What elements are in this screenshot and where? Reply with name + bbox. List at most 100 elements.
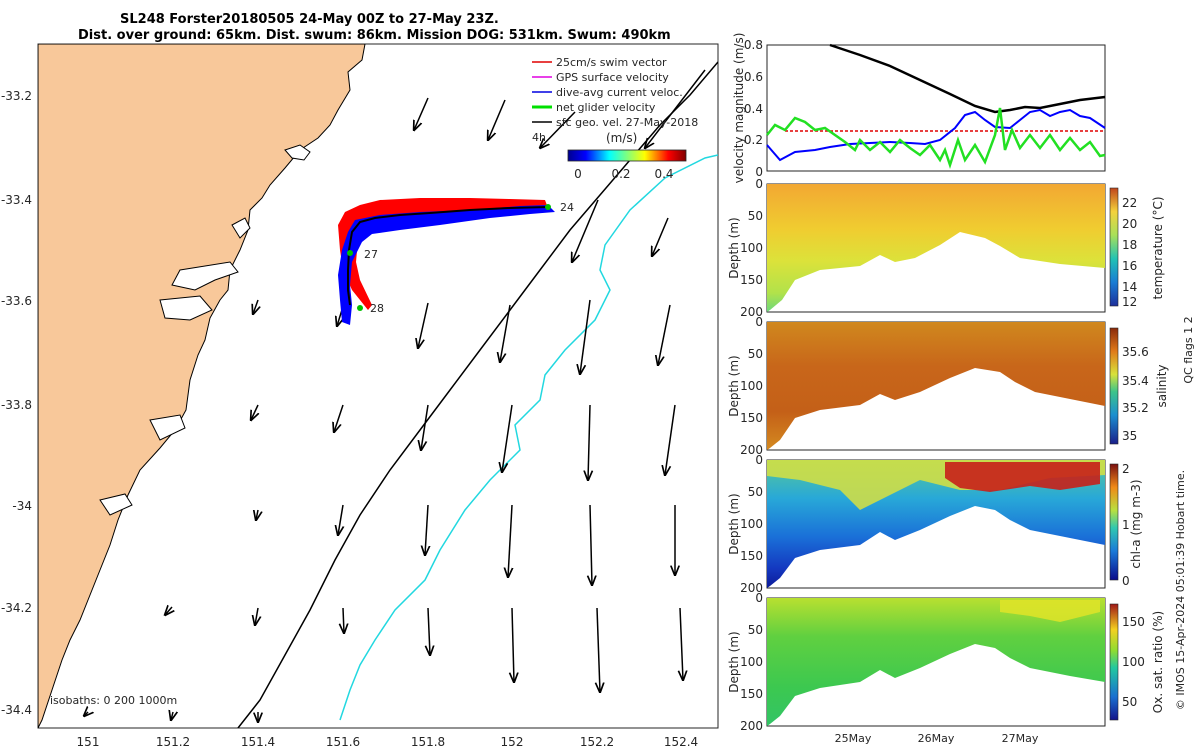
- title-line1: SL248 Forster20180505 24-May 00Z to 27-M…: [120, 12, 499, 27]
- sal-ylabel: Depth (m): [727, 355, 741, 416]
- temperature-panel: 0 50 100 150 200 Depth (m) 22 20 18 16 1…: [727, 177, 1165, 319]
- temp-ytick: 100: [740, 241, 763, 255]
- colorbar-tick-2: 0.4: [654, 167, 673, 181]
- day-marker-24: [545, 204, 551, 210]
- temp-cbar-tick: 14: [1122, 280, 1137, 294]
- time-tick: 27May: [1002, 732, 1039, 745]
- ox-surface-high: [1000, 600, 1100, 622]
- lon-tick: 151.8: [411, 735, 445, 749]
- lon-tick: 151.4: [241, 735, 275, 749]
- chla-cbar-label: chl-a (mg m-3): [1129, 479, 1143, 568]
- sal-ytick: 50: [748, 347, 763, 361]
- glider-track: [338, 198, 555, 325]
- vel-ytick: 0.4: [744, 102, 763, 116]
- lat-tick: -33.6: [1, 294, 32, 308]
- chla-ytick: 150: [740, 549, 763, 563]
- chla-panel: 0 50 100 150 200 Depth (m) 2 1 0 chl-a (…: [727, 453, 1143, 595]
- qc-flags-note: QC flags 1 2: [1182, 316, 1195, 383]
- time-axis: 25May 26May 27May: [835, 732, 1039, 745]
- lake-6: [99, 493, 133, 516]
- sal-cbar-tick: 35.6: [1122, 345, 1149, 359]
- speed-colorbar: [567, 149, 687, 162]
- map-panel: 24 27 28 isobaths: 0 200 1000m 25cm/s sw…: [1, 43, 719, 749]
- legend-sfc: sfc geo. vel. 27-May-2018: [556, 116, 698, 129]
- lat-tick: -33.4: [1, 193, 32, 207]
- day-marker-28: [357, 305, 363, 311]
- salinity-panel: 0 50 100 150 200 Depth (m) 35.6 35.4 35.…: [727, 315, 1169, 457]
- day-label-28: 28: [370, 302, 384, 315]
- lake-2: [231, 217, 251, 239]
- vel-ytick: 0.8: [744, 38, 763, 52]
- ox-section: [767, 598, 1105, 726]
- lat-tick: -33.2: [1, 89, 32, 103]
- sal-ytick: 100: [740, 379, 763, 393]
- temp-cbar-label: temperature (°C): [1151, 197, 1165, 300]
- temp-ytick: 50: [748, 209, 763, 223]
- sal-ytick: 0: [755, 315, 763, 329]
- vel-ytick: 0.6: [744, 70, 763, 84]
- temp-cbar-tick: 20: [1122, 217, 1137, 231]
- legend-net: net glider velocity: [556, 101, 656, 114]
- lon-tick: 151.2: [156, 735, 190, 749]
- colorbar-tick-0: 0: [574, 167, 582, 181]
- sal-section: [767, 322, 1105, 450]
- temp-cbar-tick: 16: [1122, 259, 1137, 273]
- legend-current: dive-avg current veloc.: [556, 86, 683, 99]
- lon-tick: 152.2: [580, 735, 614, 749]
- ox-ytick: 100: [740, 655, 763, 669]
- isobath-label: isobaths: 0 200 1000m: [50, 694, 177, 707]
- current-speed-line: [766, 108, 1106, 162]
- lon-tick: 152: [501, 735, 524, 749]
- ox-cbar-tick: 50: [1122, 695, 1137, 709]
- lake-5: [149, 414, 186, 441]
- temp-cbar-tick: 18: [1122, 238, 1137, 252]
- lake-1: [284, 144, 311, 161]
- lat-tick: -33.8: [1, 398, 32, 412]
- temp-section: [767, 184, 1105, 312]
- ox-ylabel: Depth (m): [727, 631, 741, 692]
- title-line2: Dist. over ground: 65km. Dist. swum: 86k…: [78, 28, 671, 43]
- legend-gps: GPS surface velocity: [556, 71, 669, 84]
- chla-cbar-tick: 2: [1122, 462, 1130, 476]
- isobath-1000m: [339, 154, 718, 721]
- legend-time-marker: 4h: [532, 131, 546, 144]
- day-label-27: 27: [364, 248, 378, 261]
- chla-ytick: 200: [740, 581, 763, 595]
- chla-high-patch: [945, 462, 1100, 492]
- chla-ylabel: Depth (m): [727, 493, 741, 554]
- chla-ytick: 50: [748, 485, 763, 499]
- day-marker-27: [347, 250, 353, 256]
- chla-cbar-tick: 0: [1122, 574, 1130, 588]
- lon-tick: 151: [77, 735, 100, 749]
- land-mass: [38, 44, 366, 728]
- sal-colorbar: [1109, 327, 1119, 445]
- vel-ylabel: velocity magnitude (m/s): [732, 33, 746, 184]
- legend-swim: 25cm/s swim vector: [556, 56, 667, 69]
- day-label-24: 24: [560, 201, 574, 214]
- geo-velocity-line: [829, 43, 1106, 114]
- sal-cbar-label: salinity: [1155, 364, 1169, 407]
- colorbar-tick-1: 0.2: [611, 167, 630, 181]
- map-lon-axis: 151 151.2 151.4 151.6 151.8 152 152.2 15…: [77, 735, 699, 749]
- sal-ytick: 200: [740, 443, 763, 457]
- temp-cbar-tick: 22: [1122, 196, 1137, 210]
- net-velocity-track: [347, 206, 549, 306]
- ox-cbar-label: Ox. sat. ratio (%): [1151, 611, 1165, 713]
- oxygen-panel: 0 50 100 150 200 Depth (m) 150 100 50 Ox…: [727, 591, 1165, 733]
- lake-4: [159, 295, 213, 321]
- vel-ytick: 0: [755, 165, 763, 179]
- sal-cbar-tick: 35.4: [1122, 374, 1149, 388]
- temp-ytick: 200: [740, 305, 763, 319]
- time-tick: 25May: [835, 732, 872, 745]
- map-legend: 25cm/s swim vector GPS surface velocity …: [532, 56, 698, 181]
- ox-colorbar: [1109, 603, 1119, 721]
- ox-ytick: 0: [755, 591, 763, 605]
- credit-text: © IMOS 15-Apr-2024 05:01:39 Hobart time.: [1174, 470, 1187, 710]
- ox-cbar-tick: 100: [1122, 655, 1145, 669]
- ox-ytick: 200: [740, 719, 763, 733]
- lon-tick: 151.6: [326, 735, 360, 749]
- chla-ytick: 100: [740, 517, 763, 531]
- time-tick: 26May: [918, 732, 955, 745]
- lat-tick: -34: [12, 499, 32, 513]
